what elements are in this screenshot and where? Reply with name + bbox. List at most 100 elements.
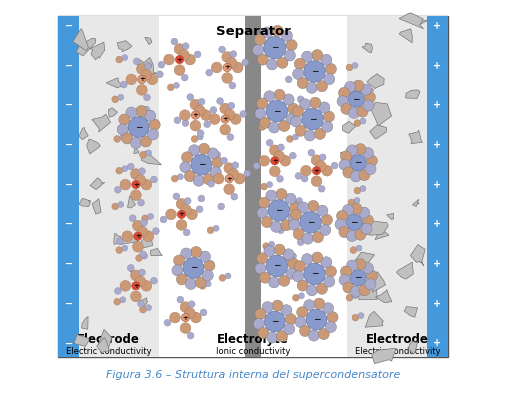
Circle shape xyxy=(294,261,305,272)
Text: −: − xyxy=(65,100,73,110)
Circle shape xyxy=(130,137,141,148)
Circle shape xyxy=(160,216,167,223)
Circle shape xyxy=(112,96,118,103)
Circle shape xyxy=(145,305,152,310)
Circle shape xyxy=(127,264,134,271)
Circle shape xyxy=(269,145,280,156)
Circle shape xyxy=(210,167,221,178)
Circle shape xyxy=(223,163,234,173)
Text: −: − xyxy=(352,95,359,104)
Circle shape xyxy=(258,123,265,130)
Circle shape xyxy=(120,280,130,291)
Circle shape xyxy=(184,171,195,182)
Text: −: − xyxy=(275,206,282,215)
Polygon shape xyxy=(366,73,383,89)
Circle shape xyxy=(229,51,236,58)
Circle shape xyxy=(338,226,349,237)
Circle shape xyxy=(323,111,334,122)
Text: −: − xyxy=(197,160,205,169)
Circle shape xyxy=(266,139,273,146)
Text: +: + xyxy=(139,76,144,83)
Circle shape xyxy=(163,54,174,65)
Circle shape xyxy=(311,155,321,166)
Circle shape xyxy=(143,231,154,241)
Circle shape xyxy=(289,152,295,159)
Circle shape xyxy=(288,219,299,230)
Circle shape xyxy=(351,146,358,152)
Circle shape xyxy=(150,176,157,183)
Circle shape xyxy=(174,65,184,75)
Circle shape xyxy=(349,171,361,182)
Circle shape xyxy=(356,245,361,251)
Circle shape xyxy=(212,157,223,168)
Circle shape xyxy=(351,314,358,321)
Text: Separator: Separator xyxy=(215,25,290,38)
Circle shape xyxy=(296,197,302,203)
Circle shape xyxy=(290,199,296,206)
Text: −: − xyxy=(135,123,142,131)
Circle shape xyxy=(144,63,151,69)
Circle shape xyxy=(174,117,180,123)
Circle shape xyxy=(225,175,233,183)
Circle shape xyxy=(306,82,317,93)
Polygon shape xyxy=(371,102,391,126)
Circle shape xyxy=(261,27,272,38)
Circle shape xyxy=(194,51,200,58)
Circle shape xyxy=(230,114,240,125)
Circle shape xyxy=(179,110,190,121)
Text: −: − xyxy=(354,274,361,282)
Circle shape xyxy=(359,186,365,191)
Circle shape xyxy=(292,271,303,282)
Text: −: − xyxy=(65,21,73,31)
Text: +: + xyxy=(432,60,440,71)
Text: −: − xyxy=(65,338,73,349)
Text: +: + xyxy=(432,21,440,31)
Circle shape xyxy=(292,228,304,239)
Polygon shape xyxy=(361,220,387,235)
Text: +: + xyxy=(432,219,440,229)
Circle shape xyxy=(177,296,183,303)
Text: +: + xyxy=(432,338,440,349)
Circle shape xyxy=(135,175,145,185)
Circle shape xyxy=(262,243,269,250)
FancyBboxPatch shape xyxy=(59,16,79,357)
Circle shape xyxy=(280,304,291,316)
Circle shape xyxy=(139,306,146,313)
Circle shape xyxy=(299,326,310,337)
Circle shape xyxy=(223,63,231,71)
Circle shape xyxy=(301,108,323,130)
Circle shape xyxy=(191,135,197,143)
Circle shape xyxy=(219,275,225,281)
Circle shape xyxy=(289,202,300,214)
Circle shape xyxy=(243,170,250,177)
Circle shape xyxy=(285,40,296,51)
Circle shape xyxy=(300,165,311,176)
Circle shape xyxy=(182,43,189,50)
FancyBboxPatch shape xyxy=(244,16,261,357)
Circle shape xyxy=(344,81,355,93)
Circle shape xyxy=(130,190,141,200)
Text: −: − xyxy=(65,299,73,309)
Circle shape xyxy=(114,186,121,193)
Circle shape xyxy=(308,330,319,341)
Circle shape xyxy=(203,173,214,185)
Circle shape xyxy=(345,147,352,154)
Circle shape xyxy=(136,64,147,74)
Circle shape xyxy=(139,64,146,71)
Circle shape xyxy=(278,120,289,131)
Circle shape xyxy=(311,252,322,263)
Circle shape xyxy=(181,152,192,163)
Circle shape xyxy=(122,54,127,60)
Circle shape xyxy=(140,136,151,147)
Circle shape xyxy=(294,125,306,136)
Circle shape xyxy=(354,120,360,126)
Polygon shape xyxy=(398,29,412,43)
Circle shape xyxy=(307,200,318,212)
Text: −: − xyxy=(65,179,73,190)
Circle shape xyxy=(209,114,220,125)
Text: Electric conductivity: Electric conductivity xyxy=(354,347,439,356)
Circle shape xyxy=(174,44,184,54)
Circle shape xyxy=(254,34,265,45)
Circle shape xyxy=(268,122,279,133)
Circle shape xyxy=(338,159,349,170)
